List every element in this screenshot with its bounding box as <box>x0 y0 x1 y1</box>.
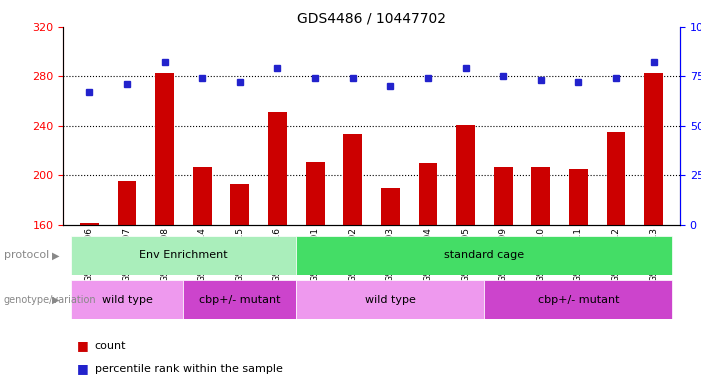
Bar <box>569 169 588 225</box>
Bar <box>80 223 99 225</box>
Bar <box>418 163 437 225</box>
Bar <box>268 112 287 225</box>
Bar <box>297 236 672 275</box>
Text: percentile rank within the sample: percentile rank within the sample <box>95 364 283 374</box>
Text: ▶: ▶ <box>52 250 60 260</box>
Bar <box>193 167 212 225</box>
Bar <box>381 187 400 225</box>
Bar <box>71 280 184 319</box>
Text: ■: ■ <box>77 362 89 375</box>
Text: protocol: protocol <box>4 250 49 260</box>
Bar <box>71 236 297 275</box>
Bar <box>231 184 250 225</box>
Bar <box>343 134 362 225</box>
Bar <box>456 124 475 225</box>
Bar <box>306 162 325 225</box>
Text: GDS4486 / 10447702: GDS4486 / 10447702 <box>297 12 446 25</box>
Bar <box>606 132 625 225</box>
Text: cbp+/- mutant: cbp+/- mutant <box>199 295 280 305</box>
Bar <box>531 167 550 225</box>
Text: Env Enrichment: Env Enrichment <box>139 250 228 260</box>
Bar <box>118 181 137 225</box>
Bar <box>184 280 297 319</box>
Text: wild type: wild type <box>102 295 153 305</box>
Bar <box>494 167 512 225</box>
Text: ■: ■ <box>77 339 89 352</box>
Text: cbp+/- mutant: cbp+/- mutant <box>538 295 619 305</box>
Bar <box>644 73 663 225</box>
Bar <box>484 280 672 319</box>
Text: ▶: ▶ <box>52 295 60 305</box>
Text: genotype/variation: genotype/variation <box>4 295 96 305</box>
Text: wild type: wild type <box>365 295 416 305</box>
Text: count: count <box>95 341 126 351</box>
Text: standard cage: standard cage <box>444 250 524 260</box>
Bar <box>155 73 174 225</box>
Bar <box>297 280 484 319</box>
